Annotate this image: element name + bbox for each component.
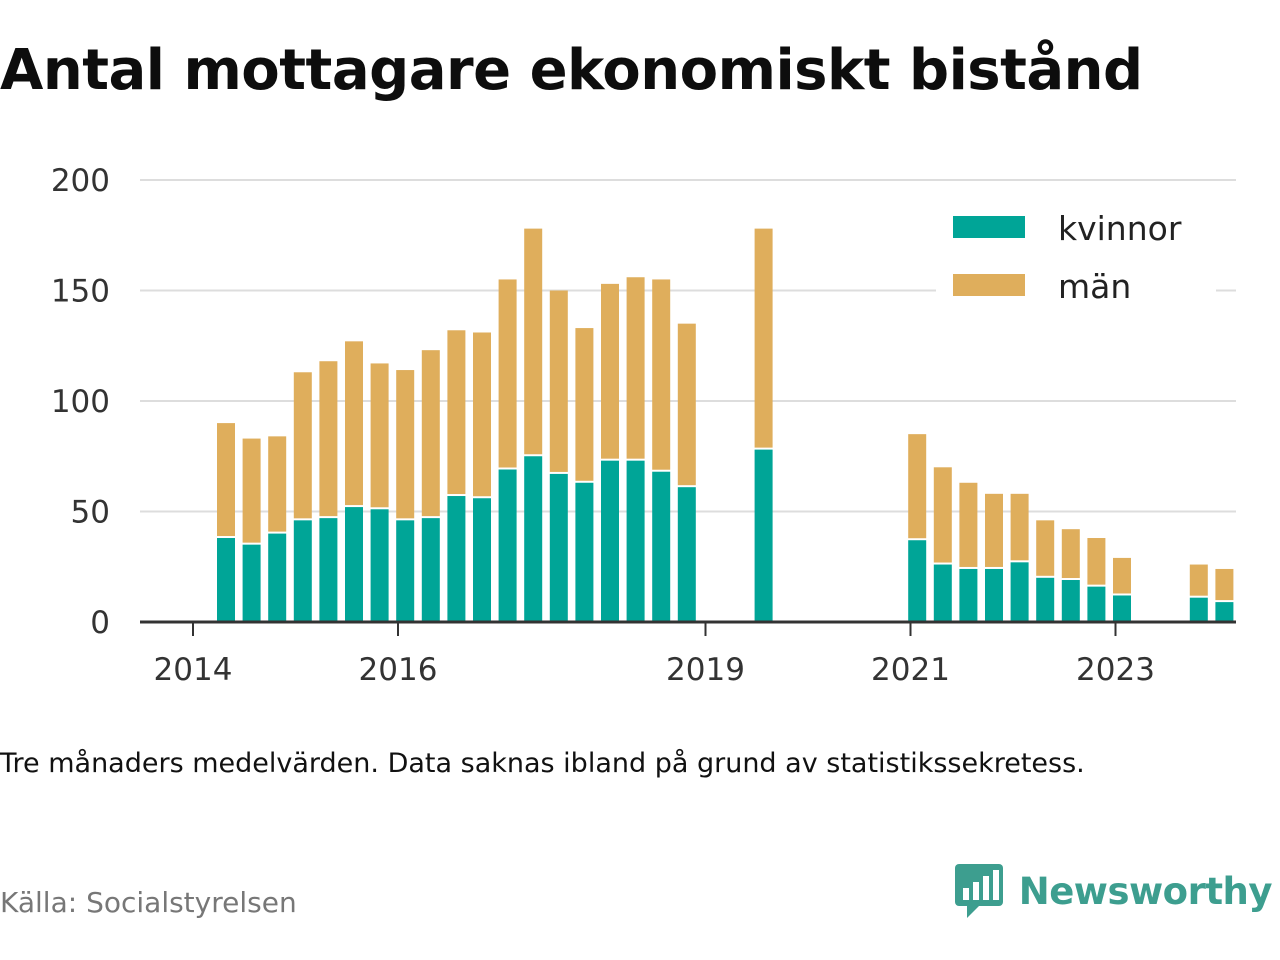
bar-man xyxy=(242,438,261,543)
x-tick-label: 2023 xyxy=(1076,652,1155,688)
bar-man xyxy=(1010,493,1029,561)
brand-logo[interactable]: Newsworthy xyxy=(953,862,1273,920)
bar-kvinnor xyxy=(1061,580,1080,622)
bar-kvinnor xyxy=(601,460,619,622)
bar-kvinnor xyxy=(524,456,543,622)
legend: kvinnor män xyxy=(936,200,1216,306)
bar-man xyxy=(421,350,440,517)
bar-kvinnor xyxy=(396,520,415,622)
bar-kvinnor xyxy=(652,471,671,622)
source-label: Källa: Socialstyrelsen xyxy=(0,886,297,919)
bar-man xyxy=(319,361,338,517)
bar-man xyxy=(498,279,517,468)
bar-man xyxy=(293,372,312,519)
bar-man xyxy=(1087,538,1106,585)
y-tick-label: 0 xyxy=(90,605,110,641)
bar-man xyxy=(447,330,466,495)
bar-kvinnor xyxy=(575,482,594,622)
brand-name: Newsworthy xyxy=(1018,869,1273,913)
x-axis: 2014 2016 2019 2021 2023 xyxy=(140,620,1236,688)
bar-man xyxy=(370,363,389,508)
legend-swatch xyxy=(953,274,1025,296)
x-tick-label: 2014 xyxy=(154,652,233,688)
bar-kvinnor xyxy=(959,568,978,622)
y-tick-label: 50 xyxy=(71,495,110,531)
bar-kvinnor xyxy=(1010,562,1029,622)
bar-man xyxy=(549,290,568,472)
bar-man xyxy=(1061,529,1080,579)
bar-kvinnor xyxy=(268,533,287,622)
bar-man xyxy=(1215,568,1234,601)
bar-kvinnor xyxy=(319,518,338,622)
bar-kvinnor xyxy=(677,487,696,622)
bar-man xyxy=(575,328,594,481)
bar-man xyxy=(268,436,287,532)
x-tick-label: 2019 xyxy=(666,652,745,688)
bar-kvinnor xyxy=(447,496,466,622)
bar-kvinnor xyxy=(754,449,773,622)
bar-man xyxy=(1113,557,1131,594)
bar-kvinnor xyxy=(293,520,312,622)
bar-man xyxy=(985,493,1003,567)
bar-kvinnor xyxy=(1113,595,1131,622)
bar-kvinnor xyxy=(1215,602,1234,622)
bar-kvinnor xyxy=(1189,597,1208,622)
legend-swatch xyxy=(953,216,1025,238)
bar-kvinnor xyxy=(626,460,645,622)
bar-kvinnor xyxy=(217,538,235,622)
bar-kvinnor xyxy=(421,518,440,622)
bar-kvinnor xyxy=(1087,586,1106,622)
bars xyxy=(217,228,1234,622)
bar-man xyxy=(959,482,978,567)
bar-kvinnor xyxy=(498,469,517,622)
newsworthy-logo-icon xyxy=(954,864,1003,918)
bar-man xyxy=(677,323,696,486)
bar-kvinnor xyxy=(985,568,1003,622)
bar-man xyxy=(933,467,952,563)
bar-kvinnor xyxy=(908,540,927,622)
x-tick-label: 2021 xyxy=(871,652,950,688)
y-tick-label: 100 xyxy=(51,384,110,420)
chart-note: Tre månaders medelvärden. Data saknas ib… xyxy=(0,748,1085,779)
legend-label: kvinnor xyxy=(1058,209,1182,248)
bar-man xyxy=(524,228,543,455)
bar-kvinnor xyxy=(242,544,261,622)
bar-man xyxy=(1036,520,1055,576)
bar-kvinnor xyxy=(345,507,363,622)
bar-chart: 0 50 100 150 200 2014 2016 2019 2021 2023 kvinno… xyxy=(51,163,1236,688)
bar-kvinnor xyxy=(370,509,389,622)
bar-kvinnor xyxy=(549,473,568,622)
bar-man xyxy=(396,370,415,519)
bar-man xyxy=(345,341,363,506)
bar-man xyxy=(754,228,773,448)
bar-man xyxy=(908,434,927,539)
bar-man xyxy=(601,283,619,459)
bar-man xyxy=(626,277,645,459)
bar-man xyxy=(473,332,491,497)
bar-kvinnor xyxy=(933,564,952,622)
bar-man xyxy=(1189,564,1208,596)
legend-label: män xyxy=(1058,267,1131,306)
y-tick-label: 150 xyxy=(51,274,110,310)
x-tick-label: 2016 xyxy=(359,652,438,688)
y-tick-label: 200 xyxy=(51,163,110,199)
bar-man xyxy=(652,279,671,470)
chart-title: Antal mottagare ekonomiskt bistånd xyxy=(0,38,1143,103)
bar-man xyxy=(217,423,235,537)
bar-kvinnor xyxy=(1036,577,1055,622)
bar-kvinnor xyxy=(473,498,491,622)
